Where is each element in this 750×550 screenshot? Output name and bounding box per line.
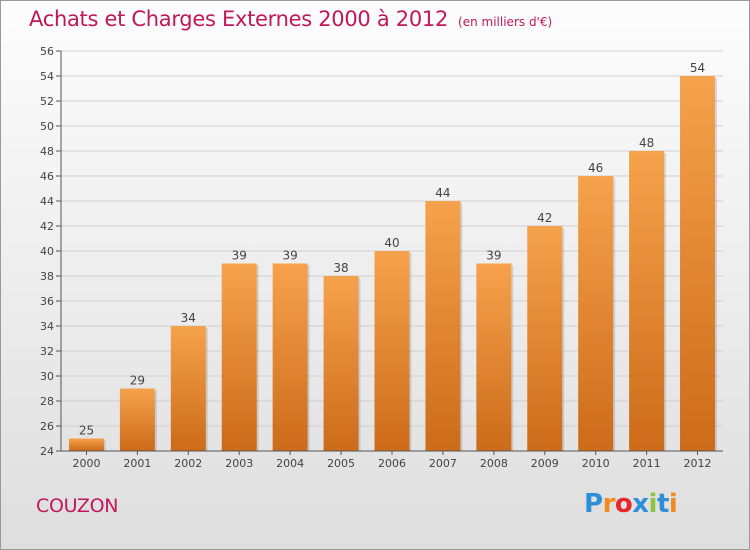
- logo-letter: o: [614, 489, 633, 519]
- chart-title: Achats et Charges Externes 2000 à 2012 (e…: [29, 7, 552, 31]
- x-tick-label: 2003: [225, 457, 253, 470]
- logo-letter: x: [632, 489, 649, 519]
- bar: [425, 201, 461, 451]
- logo-letter: r: [602, 489, 616, 519]
- y-tick-label: 46: [40, 170, 54, 183]
- x-axis-ticks: 2000 2001 2002 2003 2004 2005 2006 2007 2008 2009…: [72, 451, 712, 470]
- y-tick-label: 54: [40, 70, 54, 83]
- logo-letter: P: [584, 489, 603, 519]
- logo-letter: i: [648, 489, 658, 519]
- bar: [170, 326, 206, 451]
- y-tick-label: 44: [40, 195, 54, 208]
- y-tick-label: 50: [40, 120, 54, 133]
- y-tick-label: 32: [40, 345, 54, 358]
- logo-letter: i: [668, 489, 678, 519]
- commune-name: COUZON: [36, 495, 119, 517]
- logo-letter: t: [656, 489, 669, 519]
- y-tick-label: 40: [40, 245, 54, 258]
- y-tick-label: 38: [40, 270, 54, 283]
- data-label: 44: [435, 186, 450, 200]
- data-label: 34: [181, 311, 196, 325]
- data-label: 46: [588, 161, 603, 175]
- x-tick-label: 2007: [429, 457, 457, 470]
- data-label: 38: [333, 261, 348, 275]
- bars: [68, 76, 718, 451]
- data-label: 40: [384, 236, 399, 250]
- data-label: 29: [130, 374, 145, 388]
- data-label: 39: [283, 249, 298, 263]
- x-tick-label: 2004: [276, 457, 304, 470]
- bar: [68, 438, 104, 451]
- bar: [221, 263, 257, 451]
- data-label: 54: [690, 61, 705, 75]
- y-tick-label: 28: [40, 395, 54, 408]
- data-labels: 25 29 34 39 39 38 40 44 39 42 46 48 54: [79, 61, 705, 438]
- axes: [60, 51, 723, 452]
- data-label: 39: [486, 249, 501, 263]
- y-tick-label: 36: [40, 295, 54, 308]
- data-label: 25: [79, 424, 94, 438]
- x-tick-label: 2001: [123, 457, 151, 470]
- y-tick-label: 24: [40, 445, 54, 458]
- bar: [578, 176, 614, 451]
- bar: [629, 151, 665, 451]
- bar: [476, 263, 512, 451]
- bar: [323, 276, 359, 451]
- y-tick-label: 56: [40, 45, 54, 58]
- bar: [272, 263, 308, 451]
- y-tick-label: 30: [40, 370, 54, 383]
- data-label: 42: [537, 211, 552, 225]
- title-unit: (en milliers d'€): [458, 15, 553, 29]
- y-tick-label: 42: [40, 220, 54, 233]
- title-main: Achats et Charges Externes 2000 à 2012: [29, 7, 449, 31]
- y-tick-label: 52: [40, 95, 54, 108]
- y-axis-ticks: 24 26 28 30 32 34 36 38 40 42 44 46 48 50 52 54 56: [40, 45, 61, 458]
- data-label: 39: [232, 249, 247, 263]
- x-tick-label: 2002: [174, 457, 202, 470]
- x-tick-label: 2012: [684, 457, 712, 470]
- y-tick-label: 48: [40, 145, 54, 158]
- bar: [374, 251, 410, 451]
- x-tick-label: 2010: [582, 457, 610, 470]
- y-tick-label: 26: [40, 420, 54, 433]
- x-tick-label: 2005: [327, 457, 355, 470]
- y-tick-label: 34: [40, 320, 54, 333]
- bar: [527, 226, 563, 451]
- proxiti-logo: Proxiti: [584, 489, 678, 519]
- x-tick-label: 2009: [531, 457, 559, 470]
- x-tick-label: 2006: [378, 457, 406, 470]
- x-tick-label: 2008: [480, 457, 508, 470]
- data-label: 48: [639, 136, 654, 150]
- x-tick-label: 2000: [72, 457, 100, 470]
- bar: [119, 388, 155, 451]
- bar: [680, 76, 716, 451]
- x-tick-label: 2011: [633, 457, 661, 470]
